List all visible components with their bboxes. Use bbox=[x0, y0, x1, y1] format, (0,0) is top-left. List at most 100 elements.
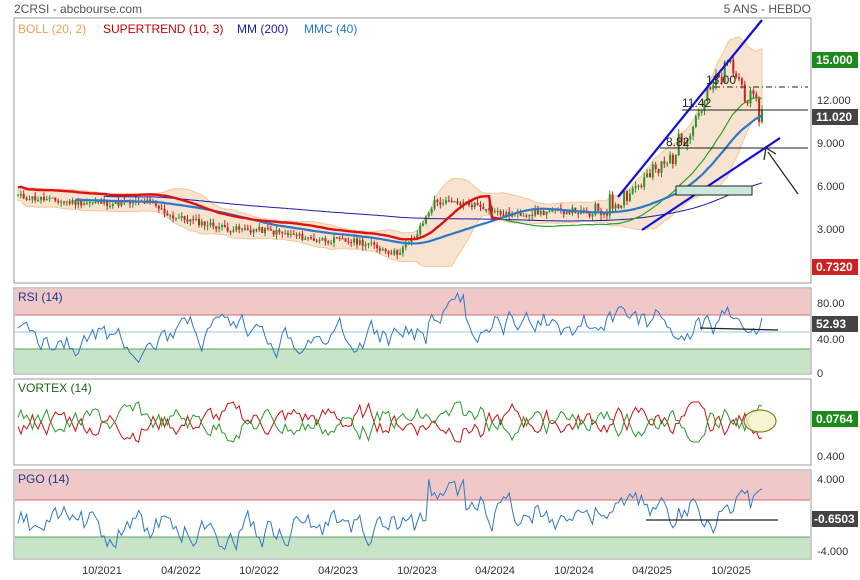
price-candle bbox=[617, 204, 620, 209]
mmc40-line bbox=[75, 114, 763, 245]
price-candle bbox=[542, 210, 545, 215]
indicator-panels bbox=[17, 291, 763, 552]
price-candle bbox=[539, 210, 542, 215]
price-candle bbox=[344, 238, 347, 242]
price-candle bbox=[356, 238, 358, 245]
price-candle bbox=[743, 84, 746, 102]
pgo-tick-minus4: -4.000 bbox=[817, 546, 848, 558]
price-candle bbox=[223, 225, 226, 228]
price-candle bbox=[628, 193, 631, 201]
legend-boll: BOLL (20, 2) bbox=[18, 22, 86, 36]
badge-last bbox=[812, 109, 858, 125]
price-candle bbox=[180, 216, 183, 218]
price-candle bbox=[703, 101, 706, 111]
price-candle bbox=[717, 73, 720, 77]
price-candle bbox=[264, 228, 266, 233]
price-candle bbox=[100, 201, 103, 204]
price-candle bbox=[669, 154, 672, 164]
price-candle bbox=[353, 238, 356, 243]
price-candle bbox=[712, 85, 715, 90]
price-candle bbox=[755, 94, 758, 98]
price-candle bbox=[189, 219, 192, 222]
vortex-plus-line bbox=[17, 401, 763, 443]
price-candle bbox=[608, 194, 611, 216]
vortex-tick-0400: 0.400 bbox=[817, 451, 845, 463]
support-zone-box bbox=[675, 185, 753, 196]
price-candle bbox=[364, 244, 367, 246]
price-candle bbox=[166, 213, 169, 216]
price-candle bbox=[640, 185, 643, 187]
price-candle bbox=[720, 76, 723, 83]
lower-trendline bbox=[641, 137, 781, 231]
price-candle bbox=[31, 196, 34, 200]
price-candle bbox=[626, 191, 628, 201]
price-candle bbox=[740, 78, 743, 85]
price-candle bbox=[212, 222, 215, 227]
price-candle bbox=[367, 243, 370, 245]
price-tick-6: 6.000 bbox=[817, 181, 845, 193]
price-candle bbox=[399, 253, 402, 255]
price-candle bbox=[272, 230, 275, 235]
price-candle bbox=[310, 237, 312, 239]
price-candle bbox=[330, 242, 333, 244]
vortex-minus-line bbox=[17, 401, 763, 443]
price-candle bbox=[65, 201, 68, 203]
price-candle bbox=[68, 201, 71, 204]
price-candle bbox=[597, 203, 600, 211]
price-candle bbox=[266, 228, 269, 230]
price-candle bbox=[221, 225, 223, 227]
price-candle bbox=[401, 247, 404, 254]
price-candle bbox=[203, 221, 206, 226]
price-candle bbox=[324, 238, 327, 242]
price-candle bbox=[312, 238, 315, 241]
price-candle bbox=[287, 233, 289, 235]
price-candle bbox=[238, 226, 241, 230]
price-candle bbox=[57, 200, 60, 203]
price-candle bbox=[17, 195, 19, 197]
price-candle bbox=[284, 233, 287, 234]
price-candle bbox=[620, 205, 623, 209]
legend-mm200: MM (200) bbox=[237, 22, 288, 36]
price-candle bbox=[686, 139, 689, 147]
price-candle bbox=[749, 90, 752, 104]
price-candle bbox=[663, 161, 666, 164]
price-candle bbox=[292, 233, 295, 235]
price-candle bbox=[175, 218, 177, 219]
level-13-label: 13.00 bbox=[706, 73, 736, 87]
badge-last-text: 11.020 bbox=[816, 110, 852, 124]
price-candle bbox=[289, 233, 292, 235]
price-candle bbox=[416, 234, 419, 239]
price-candle bbox=[485, 209, 488, 211]
price-candle bbox=[680, 133, 683, 142]
pointer-arrow bbox=[767, 151, 799, 195]
price-candle bbox=[746, 101, 749, 104]
price-candle bbox=[333, 237, 335, 243]
price-candle bbox=[709, 87, 712, 90]
price-candle bbox=[157, 205, 160, 209]
date-label: 04/2024 bbox=[475, 565, 515, 577]
price-candle bbox=[117, 200, 120, 206]
price-candle bbox=[462, 202, 465, 206]
price-candle bbox=[71, 200, 74, 204]
price-candle bbox=[243, 228, 246, 230]
price-candle bbox=[468, 202, 470, 206]
price-candle bbox=[200, 221, 203, 226]
price-candle bbox=[229, 231, 232, 233]
vortex-panel-frame bbox=[13, 378, 812, 466]
price-candle bbox=[732, 59, 735, 74]
price-candle bbox=[25, 198, 28, 200]
price-candle bbox=[700, 111, 703, 113]
price-tick-3: 3.000 bbox=[817, 224, 845, 236]
price-candle bbox=[51, 197, 54, 199]
price-candle bbox=[120, 201, 123, 206]
price-candle bbox=[614, 204, 617, 209]
price-candle bbox=[390, 253, 393, 255]
rsi-tick-40: 40.00 bbox=[817, 334, 845, 346]
price-candle bbox=[525, 215, 528, 217]
price-candle bbox=[694, 116, 697, 127]
supertrend-up-line bbox=[491, 96, 763, 227]
date-label: 04/2023 bbox=[318, 565, 358, 577]
price-candle bbox=[48, 197, 51, 199]
price-candle bbox=[588, 212, 591, 217]
price-candle bbox=[19, 194, 22, 196]
